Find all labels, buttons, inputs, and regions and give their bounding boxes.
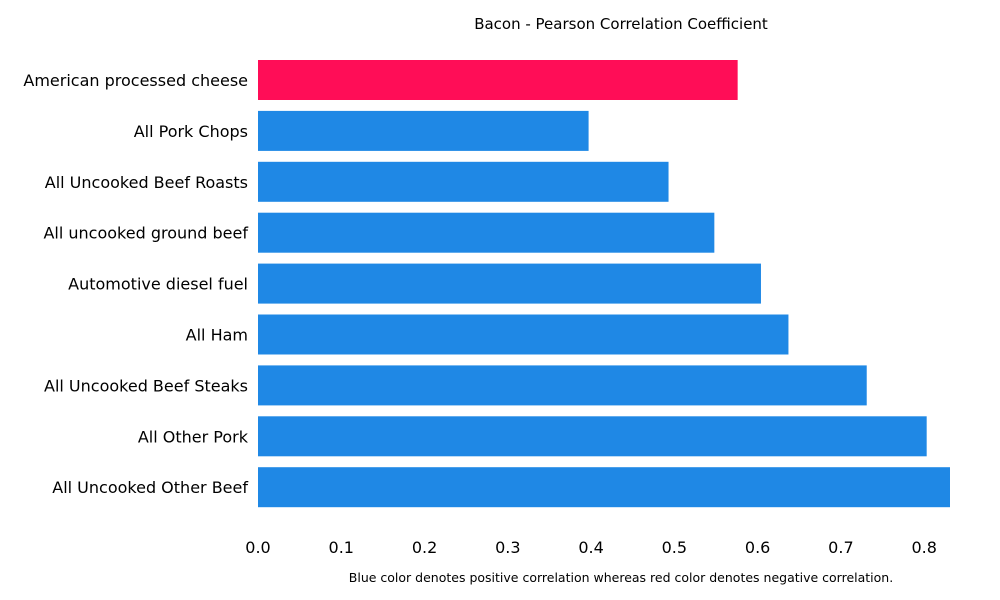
category-labels: American processed cheese All Pork Chops A… (23, 71, 248, 497)
bar-3 (258, 212, 715, 253)
bar-2 (258, 161, 669, 202)
chart-note: Blue color denotes positive correlation … (349, 570, 893, 585)
x-axis-ticks: 0.0 0.1 0.2 0.3 0.4 0.5 0.6 0.7 0.8 (245, 538, 937, 557)
bar-6 (258, 365, 867, 406)
bar-1 (258, 110, 589, 151)
bar-4 (258, 263, 761, 304)
x-tick-label-0: 0.0 (245, 538, 270, 557)
category-label-8: All Uncooked Other Beef (52, 478, 248, 497)
bars-group (258, 60, 950, 508)
x-tick-label-1: 0.1 (329, 538, 354, 557)
x-tick-label-6: 0.6 (745, 538, 770, 557)
category-label-6: All Uncooked Beef Steaks (44, 376, 248, 395)
bar-0 (258, 60, 738, 100)
category-label-4: Automotive diesel fuel (68, 275, 248, 294)
x-tick-label-3: 0.3 (495, 538, 520, 557)
category-label-2: All Uncooked Beef Roasts (45, 173, 248, 192)
x-tick-label-7: 0.7 (828, 538, 853, 557)
category-label-3: All uncooked ground beef (43, 224, 248, 243)
chart-title: Bacon - Pearson Correlation Coefficient (474, 15, 768, 33)
bar-8 (258, 467, 950, 508)
category-label-5: All Ham (186, 326, 248, 345)
category-label-7: All Other Pork (138, 427, 249, 446)
category-label-1: All Pork Chops (134, 122, 248, 141)
bar-7 (258, 416, 927, 457)
x-tick-label-4: 0.4 (578, 538, 603, 557)
x-tick-label-2: 0.2 (412, 538, 437, 557)
x-tick-label-5: 0.5 (662, 538, 687, 557)
x-tick-label-8: 0.8 (911, 538, 936, 557)
category-label-0: American processed cheese (23, 71, 248, 90)
bar-5 (258, 314, 789, 355)
